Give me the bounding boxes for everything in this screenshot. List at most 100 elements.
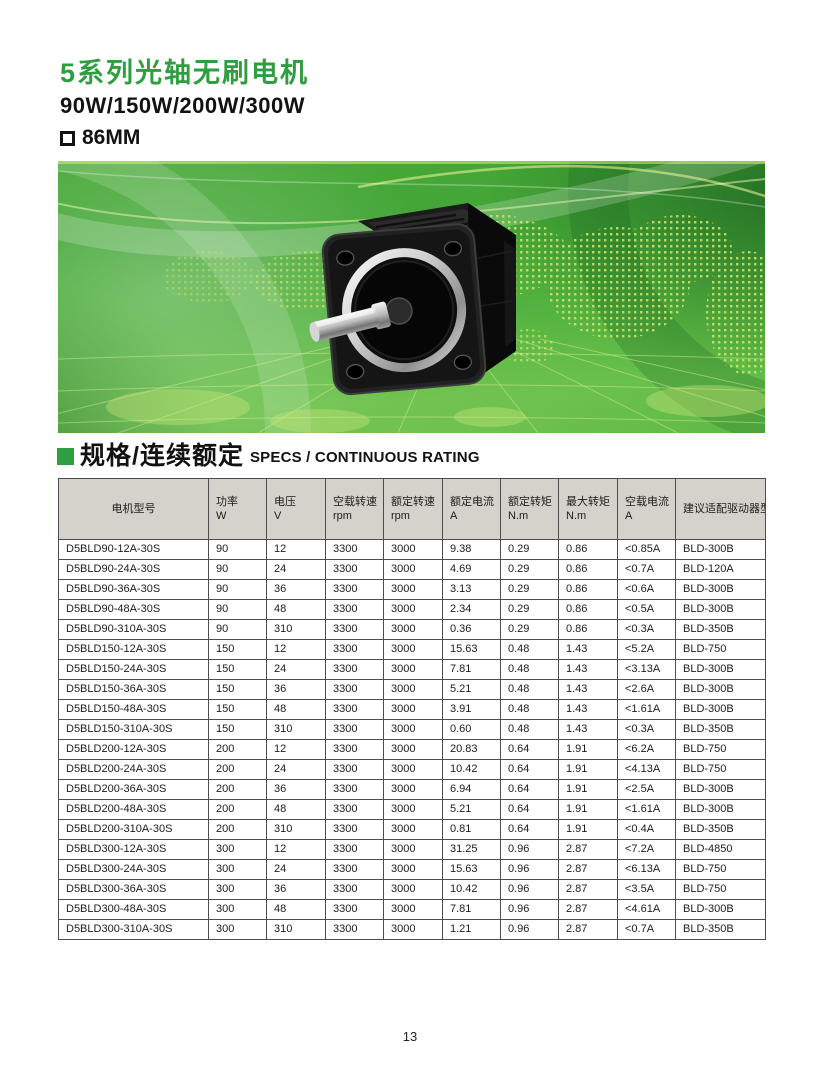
spec-cell: 0.60 xyxy=(442,719,501,740)
spec-cell: 3000 xyxy=(383,559,443,580)
spec-header-cell: 功率 W xyxy=(208,478,267,540)
spec-cell: D5BLD150-48A-30S xyxy=(58,699,209,720)
spec-cell: BLD-120A xyxy=(675,559,766,580)
spec-cell: 3300 xyxy=(325,719,384,740)
spec-cell: 24 xyxy=(266,859,326,880)
spec-row: D5BLD150-12A-30S 150 12 3300 3000 15.63 0.48 1.… xyxy=(58,639,766,660)
spec-cell: 0.96 xyxy=(500,839,559,860)
spec-cell: <6.2A xyxy=(617,739,676,760)
spec-cell: BLD-750 xyxy=(675,759,766,780)
spec-table-body: D5BLD90-12A-30S 90 12 3300 3000 9.38 0.29 0.86 <… xyxy=(58,539,766,940)
spec-cell: BLD-300B xyxy=(675,899,766,920)
spec-cell: 0.96 xyxy=(500,879,559,900)
spec-cell: 1.91 xyxy=(558,779,618,800)
spec-row: D5BLD200-48A-30S 200 48 3300 3000 5.21 0.64 1.9… xyxy=(58,799,766,820)
floor-continents xyxy=(106,385,765,433)
spec-cell: 150 xyxy=(208,679,267,700)
spec-cell: BLD-300B xyxy=(675,679,766,700)
spec-cell: D5BLD200-12A-30S xyxy=(58,739,209,760)
spec-cell: D5BLD300-48A-30S xyxy=(58,899,209,920)
spec-cell: 6.94 xyxy=(442,779,501,800)
spec-cell: <0.5A xyxy=(617,599,676,620)
spec-cell: 3300 xyxy=(325,759,384,780)
spec-cell: D5BLD150-36A-30S xyxy=(58,679,209,700)
spec-row: D5BLD150-24A-30S 150 24 3300 3000 7.81 0.48 1.4… xyxy=(58,659,766,680)
spec-cell: 0.29 xyxy=(500,539,559,560)
spec-cell: 310 xyxy=(266,819,326,840)
spec-cell: 3300 xyxy=(325,579,384,600)
spec-row: D5BLD150-310A-30S 150 310 3300 3000 0.60 0.48 1… xyxy=(58,719,766,740)
spec-cell: 36 xyxy=(266,579,326,600)
spec-cell: 3300 xyxy=(325,679,384,700)
banner-graphic xyxy=(58,161,765,433)
spec-cell: BLD-750 xyxy=(675,859,766,880)
spec-cell: 1.91 xyxy=(558,759,618,780)
spec-cell: <0.6A xyxy=(617,579,676,600)
spec-cell: 36 xyxy=(266,679,326,700)
spec-header-cell: 电压 V xyxy=(266,478,326,540)
spec-cell: 3300 xyxy=(325,879,384,900)
spec-cell: 12 xyxy=(266,639,326,660)
spec-header-cell: 额定转矩 N.m xyxy=(500,478,559,540)
spec-row: D5BLD200-24A-30S 200 24 3300 3000 10.42 0.64 1.… xyxy=(58,759,766,780)
spec-cell: 3000 xyxy=(383,799,443,820)
spec-cell: 3300 xyxy=(325,899,384,920)
spec-row: D5BLD200-12A-30S 200 12 3300 3000 20.83 0.64 1.… xyxy=(58,739,766,760)
spec-cell: 0.48 xyxy=(500,699,559,720)
spec-cell: 300 xyxy=(208,859,267,880)
spec-cell: 10.42 xyxy=(442,879,501,900)
spec-cell: 1.21 xyxy=(442,919,501,940)
spec-cell: 3.13 xyxy=(442,579,501,600)
spec-cell: 300 xyxy=(208,899,267,920)
spec-cell: <2.6A xyxy=(617,679,676,700)
page-number: 13 xyxy=(402,1029,418,1044)
spec-cell: 2.87 xyxy=(558,879,618,900)
spec-cell: 0.64 xyxy=(500,799,559,820)
spec-cell: 12 xyxy=(266,739,326,760)
spec-cell: 20.83 xyxy=(442,739,501,760)
spec-cell: 3300 xyxy=(325,599,384,620)
spec-row: D5BLD300-48A-30S 300 48 3300 3000 7.81 0.96 2.8… xyxy=(58,899,766,920)
spec-cell: 0.96 xyxy=(500,919,559,940)
spec-cell: 0.29 xyxy=(500,559,559,580)
spec-cell: 90 xyxy=(208,579,267,600)
spec-cell: 3300 xyxy=(325,859,384,880)
spec-cell: D5BLD200-310A-30S xyxy=(58,819,209,840)
spec-cell: D5BLD90-48A-30S xyxy=(58,599,209,620)
spec-cell: 31.25 xyxy=(442,839,501,860)
spec-cell: D5BLD300-310A-30S xyxy=(58,919,209,940)
spec-cell: 150 xyxy=(208,719,267,740)
spec-cell: 3000 xyxy=(383,539,443,560)
spec-cell: 150 xyxy=(208,699,267,720)
spec-cell: 3000 xyxy=(383,619,443,640)
spec-cell: 150 xyxy=(208,659,267,680)
spec-header-cell: 最大转矩 N.m xyxy=(558,478,618,540)
spec-cell: 5.21 xyxy=(442,799,501,820)
spec-cell: 1.43 xyxy=(558,699,618,720)
spec-cell: D5BLD300-12A-30S xyxy=(58,839,209,860)
spec-cell: 0.64 xyxy=(500,819,559,840)
spec-cell: 1.43 xyxy=(558,659,618,680)
spec-row: D5BLD90-48A-30S 90 48 3300 3000 2.34 0.29 0.86 <… xyxy=(58,599,766,620)
spec-cell: 90 xyxy=(208,599,267,620)
spec-cell: 3000 xyxy=(383,779,443,800)
spec-cell: 2.34 xyxy=(442,599,501,620)
spec-cell: <6.13A xyxy=(617,859,676,880)
spec-cell: 7.81 xyxy=(442,659,501,680)
spec-cell: 3300 xyxy=(325,559,384,580)
spec-cell: 0.64 xyxy=(500,779,559,800)
spec-cell: 300 xyxy=(208,839,267,860)
spec-cell: 3000 xyxy=(383,899,443,920)
spec-cell: BLD-300B xyxy=(675,779,766,800)
spec-header-cell: 建议适配驱动器型号 xyxy=(675,478,766,540)
spec-cell: 1.43 xyxy=(558,639,618,660)
spec-cell: <0.7A xyxy=(617,919,676,940)
spec-cell: <5.2A xyxy=(617,639,676,660)
spec-cell: 3300 xyxy=(325,539,384,560)
spec-cell: 3300 xyxy=(325,839,384,860)
spec-cell: 310 xyxy=(266,619,326,640)
spec-table: 电机型号 功率 W 电压 V 空载转速 rpm 额定转速 rpm 额定电流 A 额定转矩 N.m 最大转矩… xyxy=(58,478,766,940)
spec-cell: <4.61A xyxy=(617,899,676,920)
spec-cell: 0.86 xyxy=(558,579,618,600)
spec-cell: 3000 xyxy=(383,919,443,940)
